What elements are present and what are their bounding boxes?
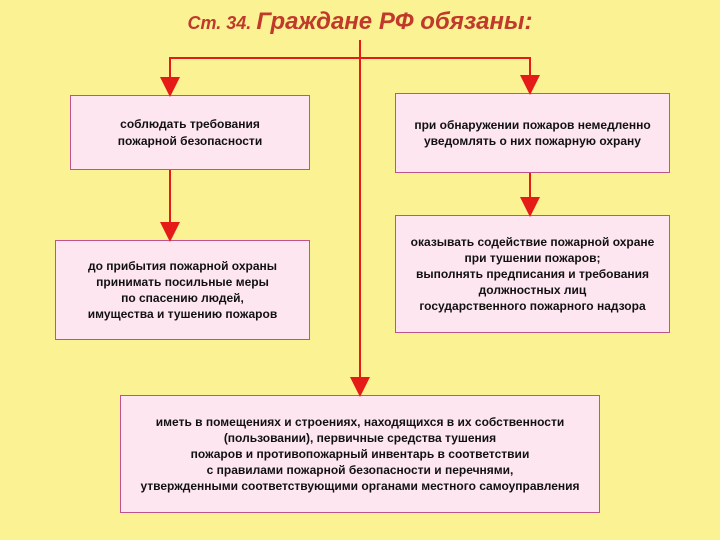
box-have-equipment: иметь в помещениях и строениях, находящи… bbox=[120, 395, 600, 513]
box-text: до прибытия пожарной охраныпринимать пос… bbox=[88, 258, 277, 323]
box-text: иметь в помещениях и строениях, находящи… bbox=[140, 414, 579, 495]
arrow-title-to-b2 bbox=[360, 40, 530, 93]
box-comply-requirements: соблюдать требованияпожарной безопасност… bbox=[70, 95, 310, 170]
box-assist-fire-service: оказывать содействие пожарной охранепри … bbox=[395, 215, 670, 333]
box-notify-fire-service: при обнаружении пожаров немедленноуведом… bbox=[395, 93, 670, 173]
box-text: при обнаружении пожаров немедленноуведом… bbox=[414, 117, 650, 149]
title-prefix: Ст. 34. bbox=[188, 13, 257, 33]
box-text: оказывать содействие пожарной охранепри … bbox=[411, 234, 655, 315]
page-title: Ст. 34. Граждане РФ обязаны: bbox=[0, 8, 720, 36]
title-main: Граждане РФ обязаны: bbox=[256, 8, 532, 35]
box-take-measures: до прибытия пожарной охраныпринимать пос… bbox=[55, 240, 310, 340]
arrow-title-to-b1 bbox=[170, 40, 360, 95]
box-text: соблюдать требованияпожарной безопасност… bbox=[118, 116, 262, 148]
